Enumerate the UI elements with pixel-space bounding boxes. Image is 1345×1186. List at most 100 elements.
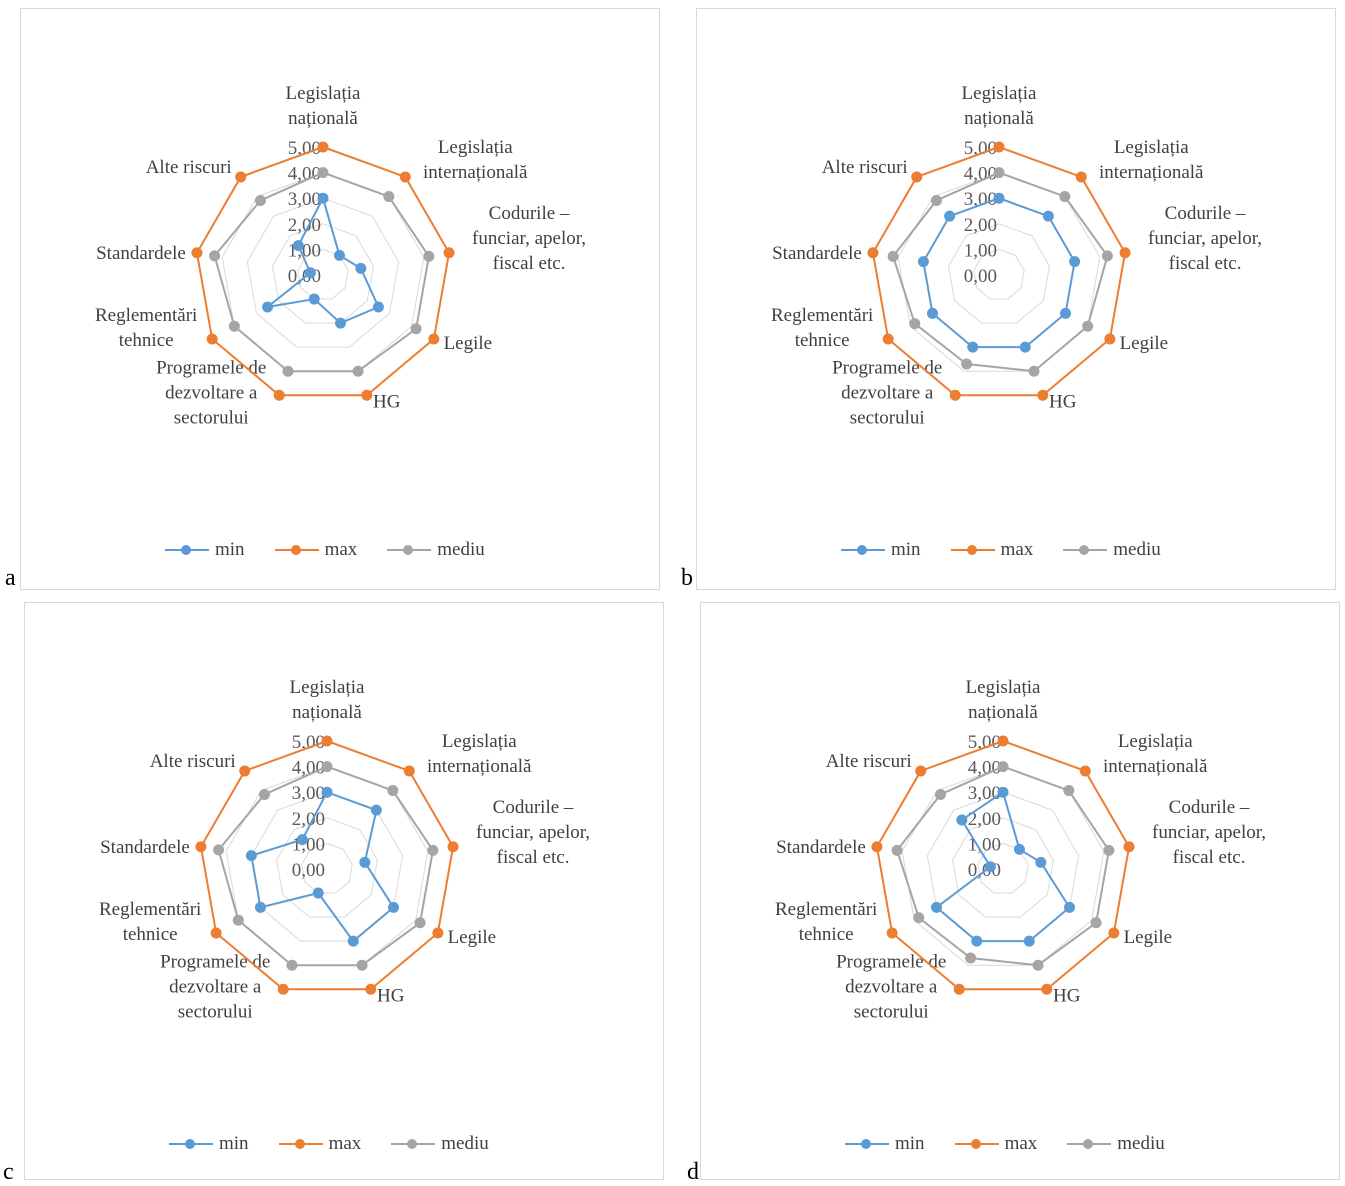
category-label-line: Programele de [156, 357, 266, 378]
legend-marker-max [294, 1139, 305, 1149]
point-min [292, 240, 304, 252]
category-label: Alte riscuri [822, 157, 908, 178]
category-label-line: sectorului [174, 407, 249, 428]
category-label-line: internațională [423, 162, 528, 183]
radial-tick-label: 0,00 [964, 266, 997, 287]
chart-panel-c: 0,00 1,00 2,00 3,00 4,00 5,00 Legislația națion… [3, 602, 664, 1185]
category-label-line: funciar, apelor, [472, 228, 586, 249]
point-mediu [383, 191, 395, 203]
legend-swatch-mediu [1063, 545, 1108, 555]
category-label-line: Alte riscuri [146, 157, 232, 178]
category-label-line: Legislația [290, 677, 365, 698]
point-max [1079, 765, 1091, 777]
point-mediu [961, 358, 973, 370]
point-max [321, 735, 333, 747]
legend-swatch-max [950, 545, 995, 555]
point-max [886, 927, 898, 939]
point-mediu [997, 761, 1009, 773]
point-mediu [913, 912, 925, 924]
category-label-line: Standardele [772, 243, 862, 264]
series-line-min [922, 197, 1076, 349]
legend-label-max: max [1000, 539, 1034, 560]
point-min [372, 301, 384, 313]
point-min [1069, 256, 1081, 268]
category-label: HG [1053, 985, 1081, 1006]
legend-marker-mediu [1079, 545, 1090, 555]
point-min [245, 850, 257, 862]
category-label-line: Legislația [962, 83, 1037, 104]
point-max [191, 247, 203, 259]
category-label-line: Programele de [832, 357, 942, 378]
series-line-min [250, 790, 395, 943]
category-label: Reglementări tehnice [95, 305, 197, 351]
radial-tick-label: 4,00 [964, 164, 997, 185]
point-mediu [930, 194, 942, 206]
category-label: HG [373, 391, 401, 412]
chart-panel-b: 0,00 1,00 2,00 3,00 4,00 5,00 Legislația națion… [681, 8, 1336, 591]
point-mediu [1101, 250, 1113, 262]
point-mediu [414, 917, 426, 929]
category-label-line: Alte riscuri [826, 751, 912, 772]
grid-ring [973, 248, 1025, 300]
category-label-line: Alte riscuri [150, 751, 236, 772]
radial-tick-label: 3,00 [968, 783, 1001, 804]
point-mediu [410, 323, 422, 335]
point-min [388, 901, 400, 913]
category-label-line: Programele de [836, 951, 946, 972]
legend-item-mediu: mediu [1063, 539, 1161, 561]
point-min [1035, 856, 1047, 868]
radial-tick-label: 1,00 [968, 834, 1001, 855]
legend-marker-max [290, 545, 301, 555]
category-label: Programele de dezvoltare a sectorului [832, 357, 942, 428]
point-max [403, 765, 415, 777]
point-max [949, 389, 961, 401]
category-label: HG [1049, 391, 1077, 412]
legend-swatch-mediu [391, 1139, 436, 1149]
point-mediu [1063, 785, 1075, 797]
point-max [1041, 983, 1053, 995]
point-min [254, 901, 266, 913]
point-mediu [887, 250, 899, 262]
grid-ring [948, 223, 1050, 324]
point-mediu [286, 959, 298, 971]
legend-label-mediu: mediu [1117, 1133, 1165, 1154]
chart-panel-a: 0,00 1,00 2,00 3,00 4,00 5,00 Legislația națion… [5, 8, 660, 591]
point-min [984, 861, 996, 873]
category-label-line: internațională [1103, 756, 1208, 777]
category-label-line: internațională [427, 756, 532, 777]
category-label-line: fiscal etc. [493, 253, 566, 274]
category-label-line: fiscal etc. [1173, 847, 1246, 868]
series-line-mediu [895, 765, 1110, 967]
point-min [1064, 901, 1076, 913]
point-mediu [1082, 320, 1094, 332]
legend-marker-min [185, 1139, 195, 1149]
radial-tick-label: 2,00 [968, 809, 1001, 830]
series-line-min [263, 195, 380, 325]
point-mediu [891, 844, 903, 856]
category-label-line: Codurile – [489, 203, 570, 224]
radial-tick-label: 0,00 [292, 860, 325, 881]
point-mediu [282, 365, 294, 377]
category-label: Standardele [96, 243, 186, 264]
point-max [871, 841, 883, 853]
legend-item-mediu: mediu [387, 539, 485, 561]
category-label: Legislația internațională [1103, 731, 1208, 777]
series-line-max [199, 739, 455, 991]
point-max [428, 333, 440, 345]
category-label-line: HG [377, 985, 405, 1006]
category-label-line: HG [373, 391, 401, 412]
point-max [273, 389, 285, 401]
series-line-mediu [213, 171, 430, 373]
point-max [432, 927, 444, 939]
legend-label-max: max [1004, 1133, 1038, 1154]
point-min [321, 786, 333, 798]
legend-swatch-min [845, 1139, 889, 1149]
point-max [195, 841, 207, 853]
grid-ring [246, 197, 400, 348]
legend-marker-max [970, 1139, 981, 1149]
category-label-line: Legislația [286, 83, 361, 104]
grid-ring [297, 248, 349, 300]
